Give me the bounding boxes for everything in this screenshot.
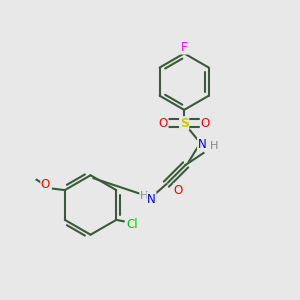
Text: O: O <box>159 117 168 130</box>
Text: O: O <box>41 178 50 191</box>
Text: O: O <box>200 117 210 130</box>
Text: H: H <box>210 140 218 151</box>
Text: H: H <box>140 191 148 201</box>
Text: N: N <box>147 193 156 206</box>
Text: O: O <box>174 184 183 196</box>
Text: F: F <box>181 41 188 54</box>
Text: N: N <box>198 138 206 151</box>
Text: Cl: Cl <box>127 218 139 231</box>
Text: S: S <box>180 117 189 130</box>
